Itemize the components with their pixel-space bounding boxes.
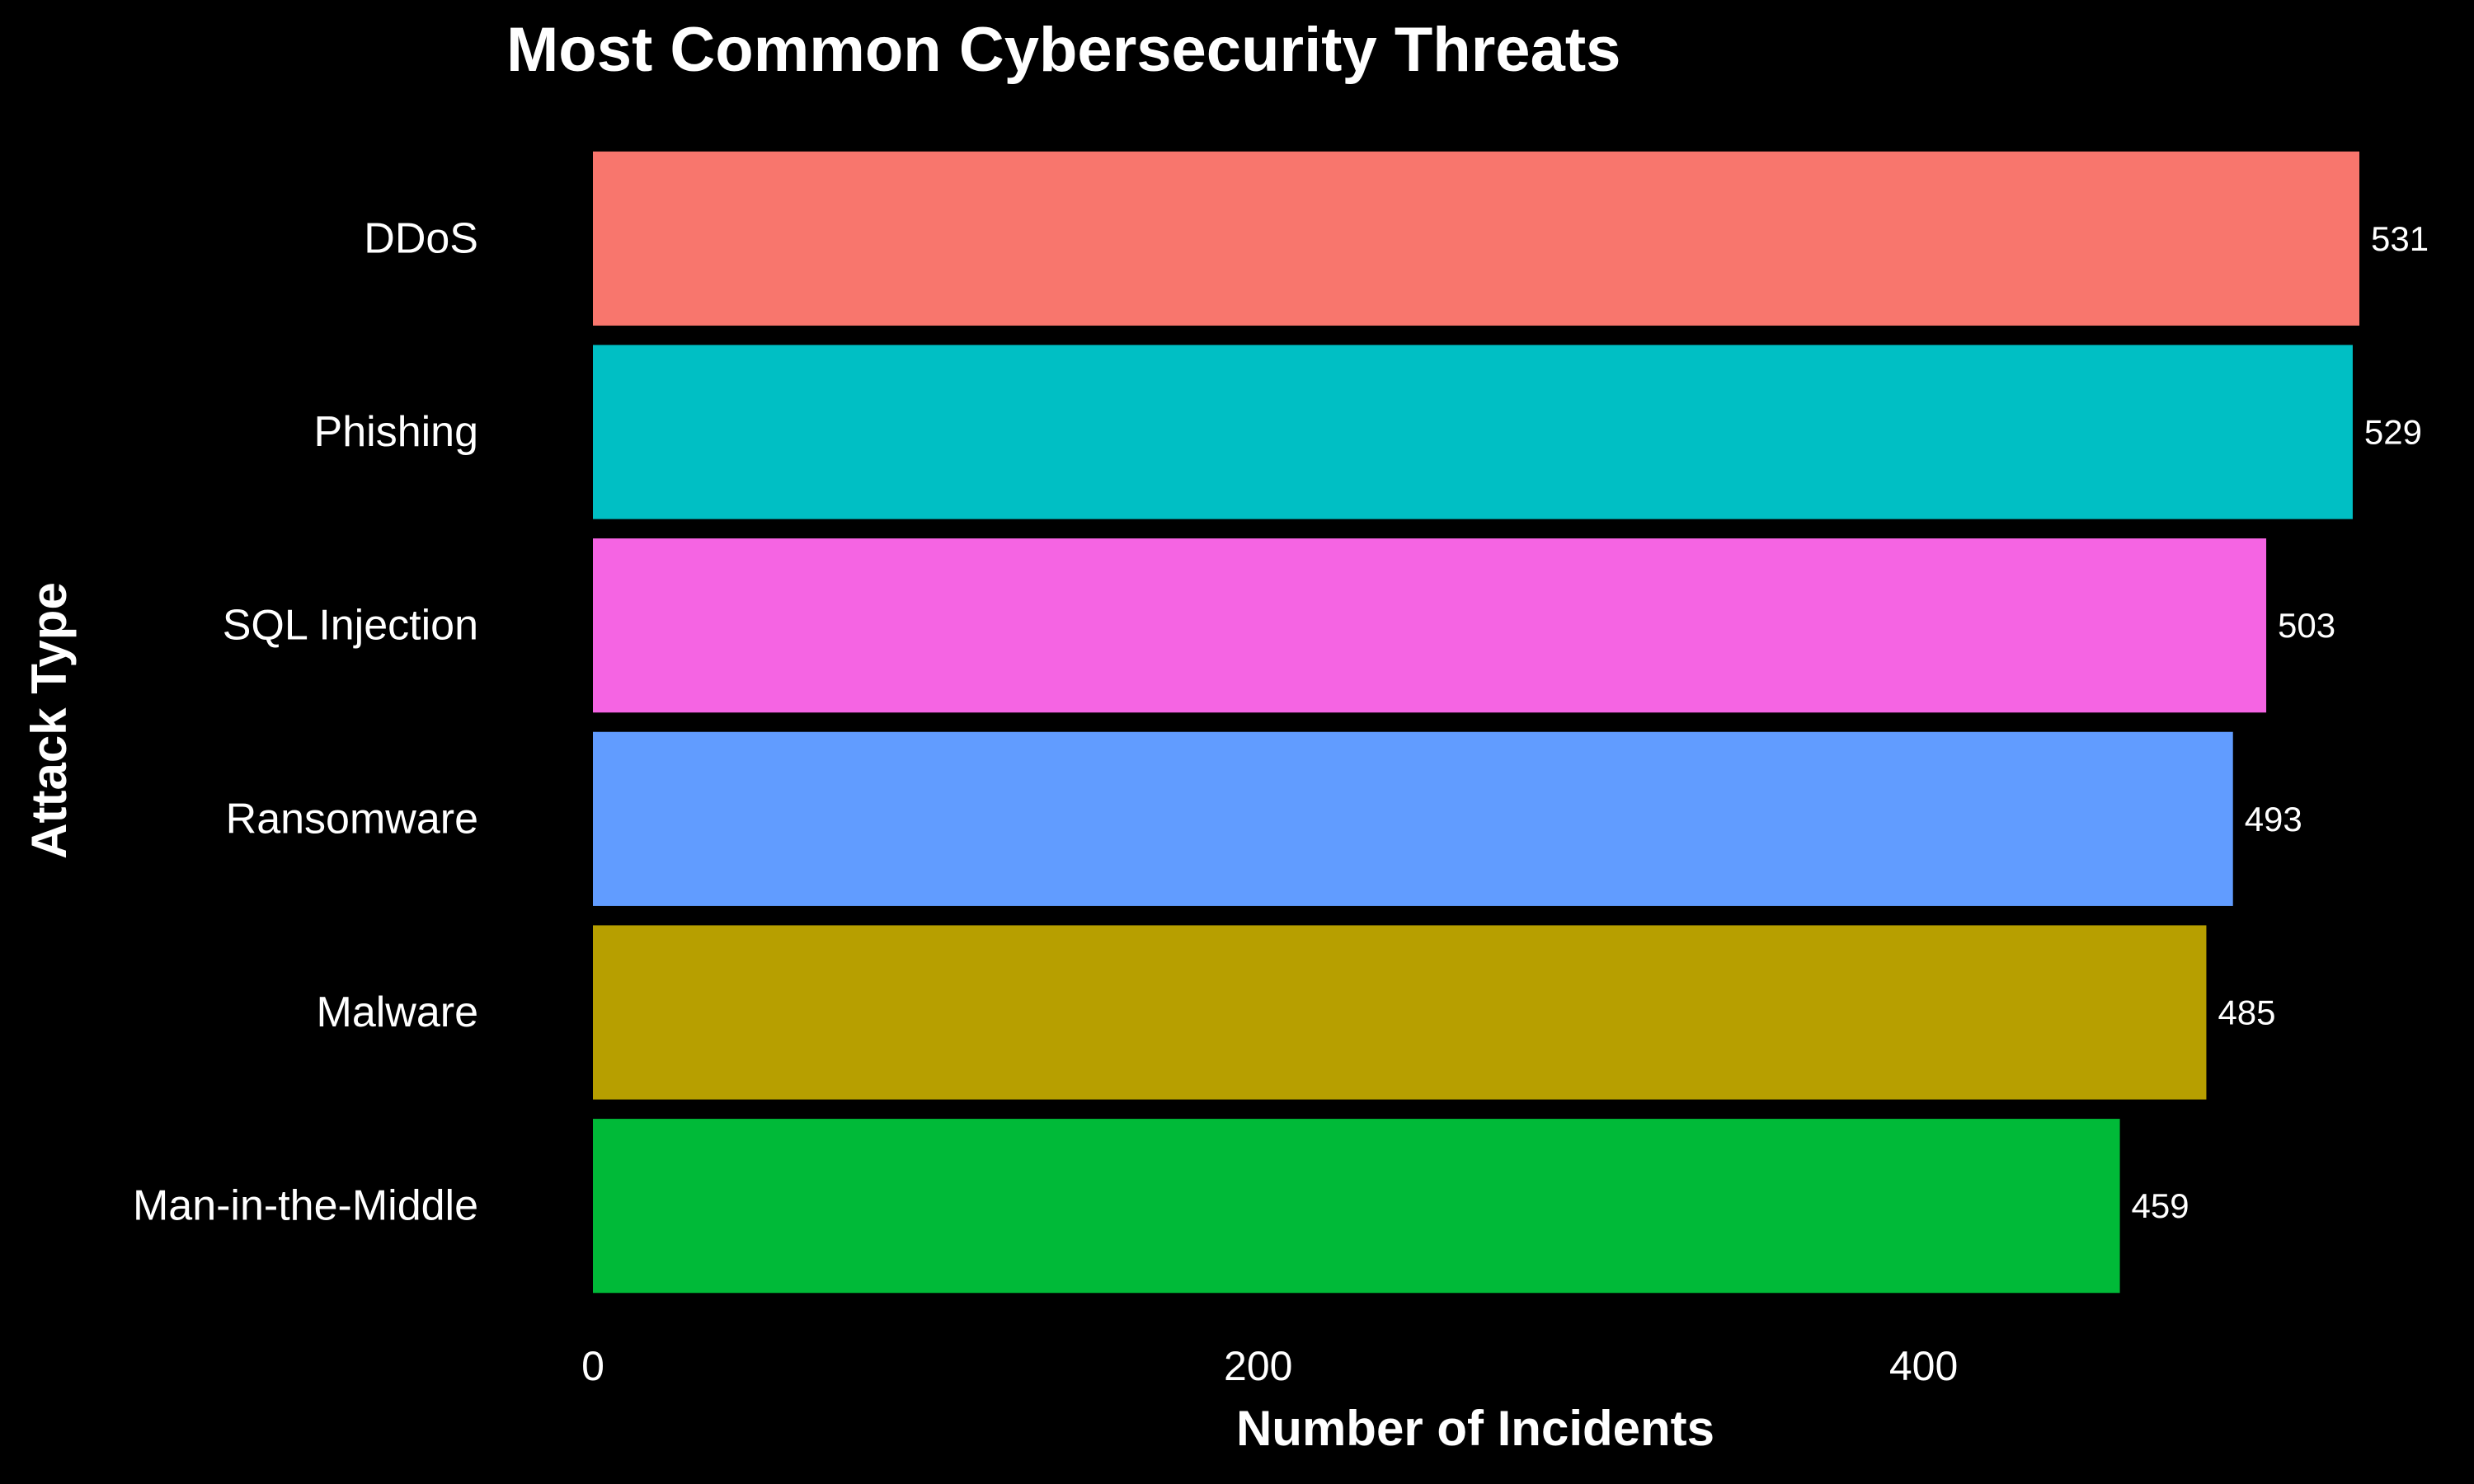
category-label-sql-injection: SQL Injection [223, 602, 478, 650]
bar-sql-injection [593, 538, 2267, 713]
value-label-man-in-the-middle: 459 [2132, 1186, 2189, 1225]
y-axis-title: Attack Type [21, 582, 77, 859]
value-label-malware: 485 [2218, 993, 2275, 1032]
bars-layer [593, 151, 2359, 1294]
value-label-sql-injection: 503 [2278, 606, 2335, 645]
chart-title: Most Common Cybersecurity Threats [506, 15, 1620, 85]
value-label-ddos: 531 [2371, 219, 2429, 258]
x-tick-label-400: 400 [1889, 1343, 1958, 1389]
category-label-ransomware: Ransomware [226, 795, 478, 843]
bar-ddos [593, 151, 2359, 326]
bar-ransomware [593, 731, 2233, 906]
category-label-phishing: Phishing [314, 408, 478, 456]
bar-phishing [593, 345, 2353, 519]
x-axis-ticks: 0 200 400 [581, 1343, 1958, 1389]
x-tick-label-0: 0 [581, 1343, 604, 1389]
bar-malware [593, 925, 2207, 1100]
value-label-phishing: 529 [2364, 413, 2422, 452]
x-tick-label-200: 200 [1224, 1343, 1292, 1389]
value-labels: 531 529 503 493 485 459 [2132, 219, 2429, 1225]
category-label-malware: Malware [317, 989, 479, 1036]
x-axis-title: Number of Incidents [1236, 1401, 1714, 1456]
category-labels: DDoS Phishing SQL Injection Ransomware Malwa… [133, 214, 478, 1229]
category-label-ddos: DDoS [364, 214, 478, 262]
category-label-man-in-the-middle: Man-in-the-Middle [133, 1182, 478, 1230]
bar-man-in-the-middle [593, 1119, 2120, 1294]
value-label-ransomware: 493 [2245, 800, 2302, 838]
